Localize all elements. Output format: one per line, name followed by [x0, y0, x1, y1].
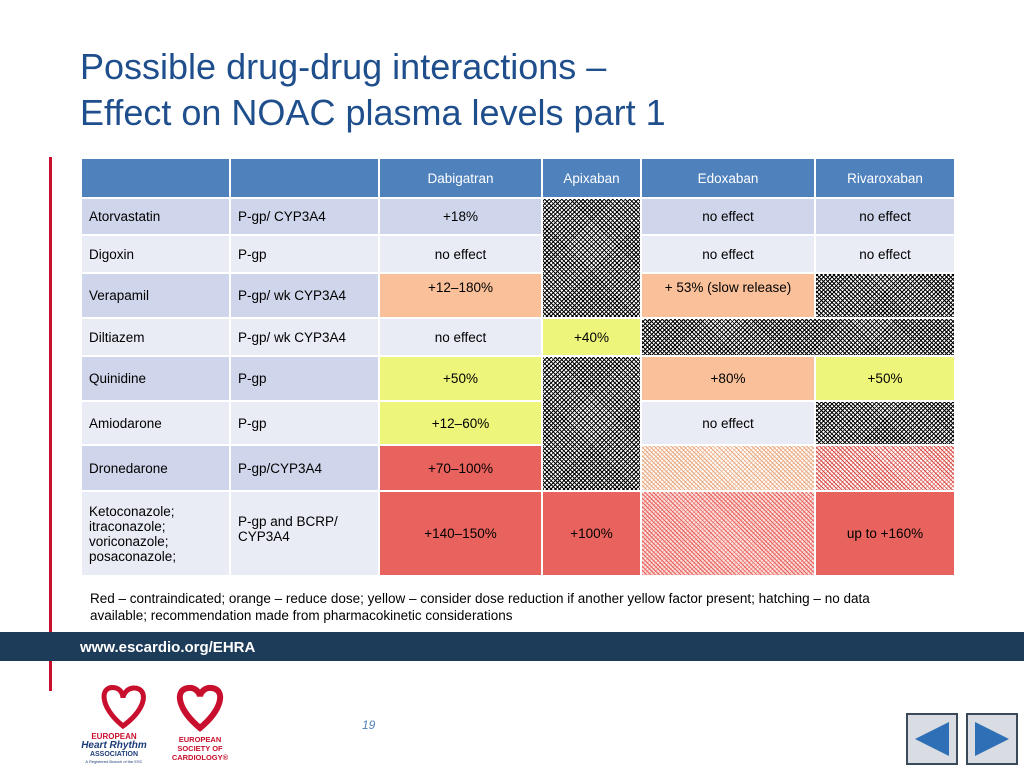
cell: P-gp/ wk CYP3A4: [229, 317, 380, 357]
ehra-logo: EUROPEAN Heart Rhythm ASSOCIATION A Regi…: [81, 685, 147, 764]
cell: P-gp: [229, 355, 380, 402]
logo-text: SOCIETY OF: [177, 744, 223, 753]
cell: P-gp: [229, 400, 380, 446]
header-cell: Rivaroxaban: [814, 157, 956, 199]
row: Digoxin P-gp no effect no effect no effe…: [80, 234, 956, 274]
logo-heart: [176, 684, 224, 732]
esc-logo: EUROPEAN SOCIETY OF CARDIOLOGY®: [172, 684, 229, 762]
cell: P-gp: [229, 234, 380, 274]
cell: no effect: [814, 197, 956, 236]
cell: +50%: [378, 355, 543, 402]
hatched-cell: [814, 272, 956, 319]
cell: Verapamil: [80, 272, 231, 319]
footer-bar: [0, 632, 1024, 661]
cell: P-gp/ CYP3A4: [229, 197, 380, 236]
hatched-cell: [541, 197, 642, 319]
header-row: Dabigatran Apixaban Edoxaban Rivaroxaban: [80, 157, 956, 199]
cell: P-gp and BCRP/ CYP3A4: [229, 490, 380, 577]
logo-text: A Registered Branch of the ESC: [85, 759, 142, 764]
row: Dronedarone P-gp/CYP3A4 +70–100%: [80, 444, 956, 492]
row: Amiodarone P-gp +12–60% no effect: [80, 400, 956, 446]
row: Atorvastatin P-gp/ CYP3A4 +18% no effect…: [80, 197, 956, 319]
cell: + 53% (slow release): [640, 272, 816, 319]
logo-text: ASSOCIATION: [90, 751, 138, 758]
cell: +140–150%: [378, 490, 543, 577]
cell: no effect: [378, 317, 543, 357]
cell: Diltiazem: [80, 317, 231, 357]
cell: +100%: [541, 490, 642, 577]
cell: Amiodarone: [80, 400, 231, 446]
cell: no effect: [640, 400, 816, 446]
hatched-cell: [814, 444, 956, 492]
header-cell: [229, 157, 380, 199]
cell: Atorvastatin: [80, 197, 231, 236]
cell: no effect: [814, 234, 956, 274]
row: Diltiazem P-gp/ wk CYP3A4 no effect +40%: [80, 317, 956, 357]
hatched-cell: [640, 490, 816, 577]
cell: +40%: [541, 317, 642, 357]
row: Quinidine P-gp +50% +80% +50%: [80, 355, 956, 492]
header-cell: [80, 157, 231, 199]
next-button[interactable]: [966, 713, 1018, 765]
cell: Digoxin: [80, 234, 231, 274]
cell: P-gp/ wk CYP3A4: [229, 272, 380, 319]
cell: no effect: [640, 234, 816, 274]
footnote: Red – contraindicated; orange – reduce d…: [90, 591, 870, 623]
prev-button[interactable]: [906, 713, 958, 765]
page-number: 19: [362, 718, 376, 732]
logo-text: EUROPEAN: [91, 732, 137, 741]
cell: Dronedarone: [80, 444, 231, 492]
cell: P-gp/CYP3A4: [229, 444, 380, 492]
hatched-cell: [814, 400, 956, 446]
logo-text: Heart Rhythm: [81, 740, 147, 751]
cell: no effect: [378, 234, 543, 274]
cell: Ketoconazole; itraconazole; voriconazole…: [80, 490, 231, 577]
logo-text: CARDIOLOGY®: [172, 753, 229, 762]
interaction-table: Dabigatran Apixaban Edoxaban Rivaroxaban…: [80, 157, 956, 577]
title-line: Possible drug-drug interactions –: [80, 46, 607, 87]
cell: +50%: [814, 355, 956, 402]
cell: +70–100%: [378, 444, 543, 492]
header-cell: Edoxaban: [640, 157, 816, 199]
cell: up to +160%: [814, 490, 956, 577]
logo-text: EUROPEAN: [179, 735, 222, 744]
header-cell: Dabigatran: [378, 157, 543, 199]
header-cell: Apixaban: [541, 157, 642, 199]
hatched-cell: [640, 317, 956, 357]
nav-buttons: [906, 713, 1018, 765]
row: Verapamil P-gp/ wk CYP3A4 +12–180% + 53%…: [80, 272, 956, 319]
cell: +18%: [378, 197, 543, 236]
cell: +12–60%: [378, 400, 543, 446]
title-line: Effect on NOAC plasma levels part 1: [80, 92, 666, 133]
row: Ketoconazole; itraconazole; voriconazole…: [80, 490, 956, 577]
cell: +80%: [640, 355, 816, 402]
cell: +12–180%: [378, 272, 543, 319]
hatched-cell: [541, 355, 642, 492]
hatched-cell: [640, 444, 816, 492]
accent-line: [49, 157, 52, 691]
logo-heart: [101, 685, 146, 730]
footer-url[interactable]: www.escardio.org/EHRA: [80, 639, 256, 656]
cell: no effect: [640, 197, 816, 236]
cell: Quinidine: [80, 355, 231, 402]
